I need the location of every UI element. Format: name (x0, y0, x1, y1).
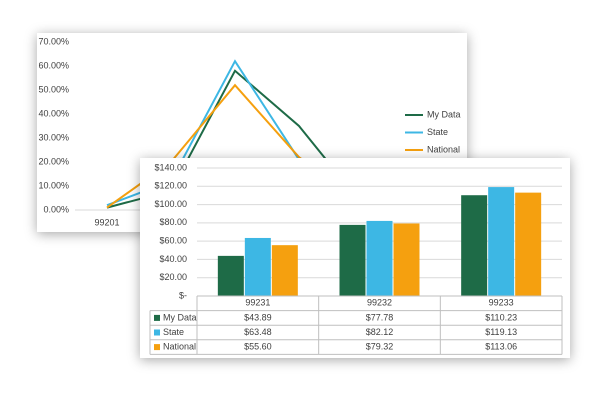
y-tick-label: 60.00% (38, 60, 69, 70)
y-tick-label: $40.00 (159, 254, 187, 264)
bar (393, 223, 420, 296)
table-cell: $63.48 (244, 327, 272, 337)
y-tick-label: $140.00 (154, 162, 187, 172)
y-tick-label: $80.00 (159, 217, 187, 227)
bar (339, 224, 366, 296)
table-cell: $55.60 (244, 341, 272, 351)
bar (244, 237, 271, 296)
y-tick-label: 40.00% (38, 108, 69, 118)
y-tick-label: 0.00% (43, 204, 69, 214)
table-cell: $82.12 (366, 327, 394, 337)
legend-swatch (154, 329, 160, 336)
legend-label: My Data (427, 109, 461, 119)
bar (515, 192, 542, 296)
y-tick-label: 50.00% (38, 84, 69, 94)
bar (488, 187, 515, 296)
bar (366, 220, 393, 296)
bar (461, 195, 488, 296)
y-tick-label: 30.00% (38, 132, 69, 142)
legend-label: State (163, 327, 184, 337)
legend-swatch (154, 314, 160, 321)
bar (217, 255, 244, 296)
y-tick-label: $120.00 (154, 181, 187, 191)
bar (271, 245, 298, 296)
table-cell: $110.23 (485, 312, 517, 322)
table-cell: $43.89 (244, 312, 272, 322)
y-tick-label: 10.00% (38, 180, 69, 190)
y-tick-label: $- (179, 290, 187, 300)
x-tick-label: 99201 (94, 217, 119, 227)
table-cell: $113.06 (485, 341, 517, 351)
legend-label: State (427, 127, 448, 137)
legend-label: National (427, 144, 460, 154)
legend-label: National (163, 341, 196, 351)
table-cell: $79.32 (366, 341, 394, 351)
y-tick-label: 70.00% (38, 36, 69, 46)
y-tick-label: $60.00 (159, 236, 187, 246)
legend-swatch (154, 344, 160, 351)
table-cell: $119.13 (485, 327, 517, 337)
y-tick-label: $100.00 (154, 199, 187, 209)
y-tick-label: 20.00% (38, 156, 69, 166)
table-cell: $77.78 (366, 312, 394, 322)
x-tick-label: 99233 (489, 298, 514, 308)
y-tick-label: $20.00 (159, 272, 187, 282)
x-tick-label: 99232 (367, 298, 392, 308)
legend-label: My Data (163, 312, 197, 322)
x-tick-label: 99231 (245, 298, 270, 308)
